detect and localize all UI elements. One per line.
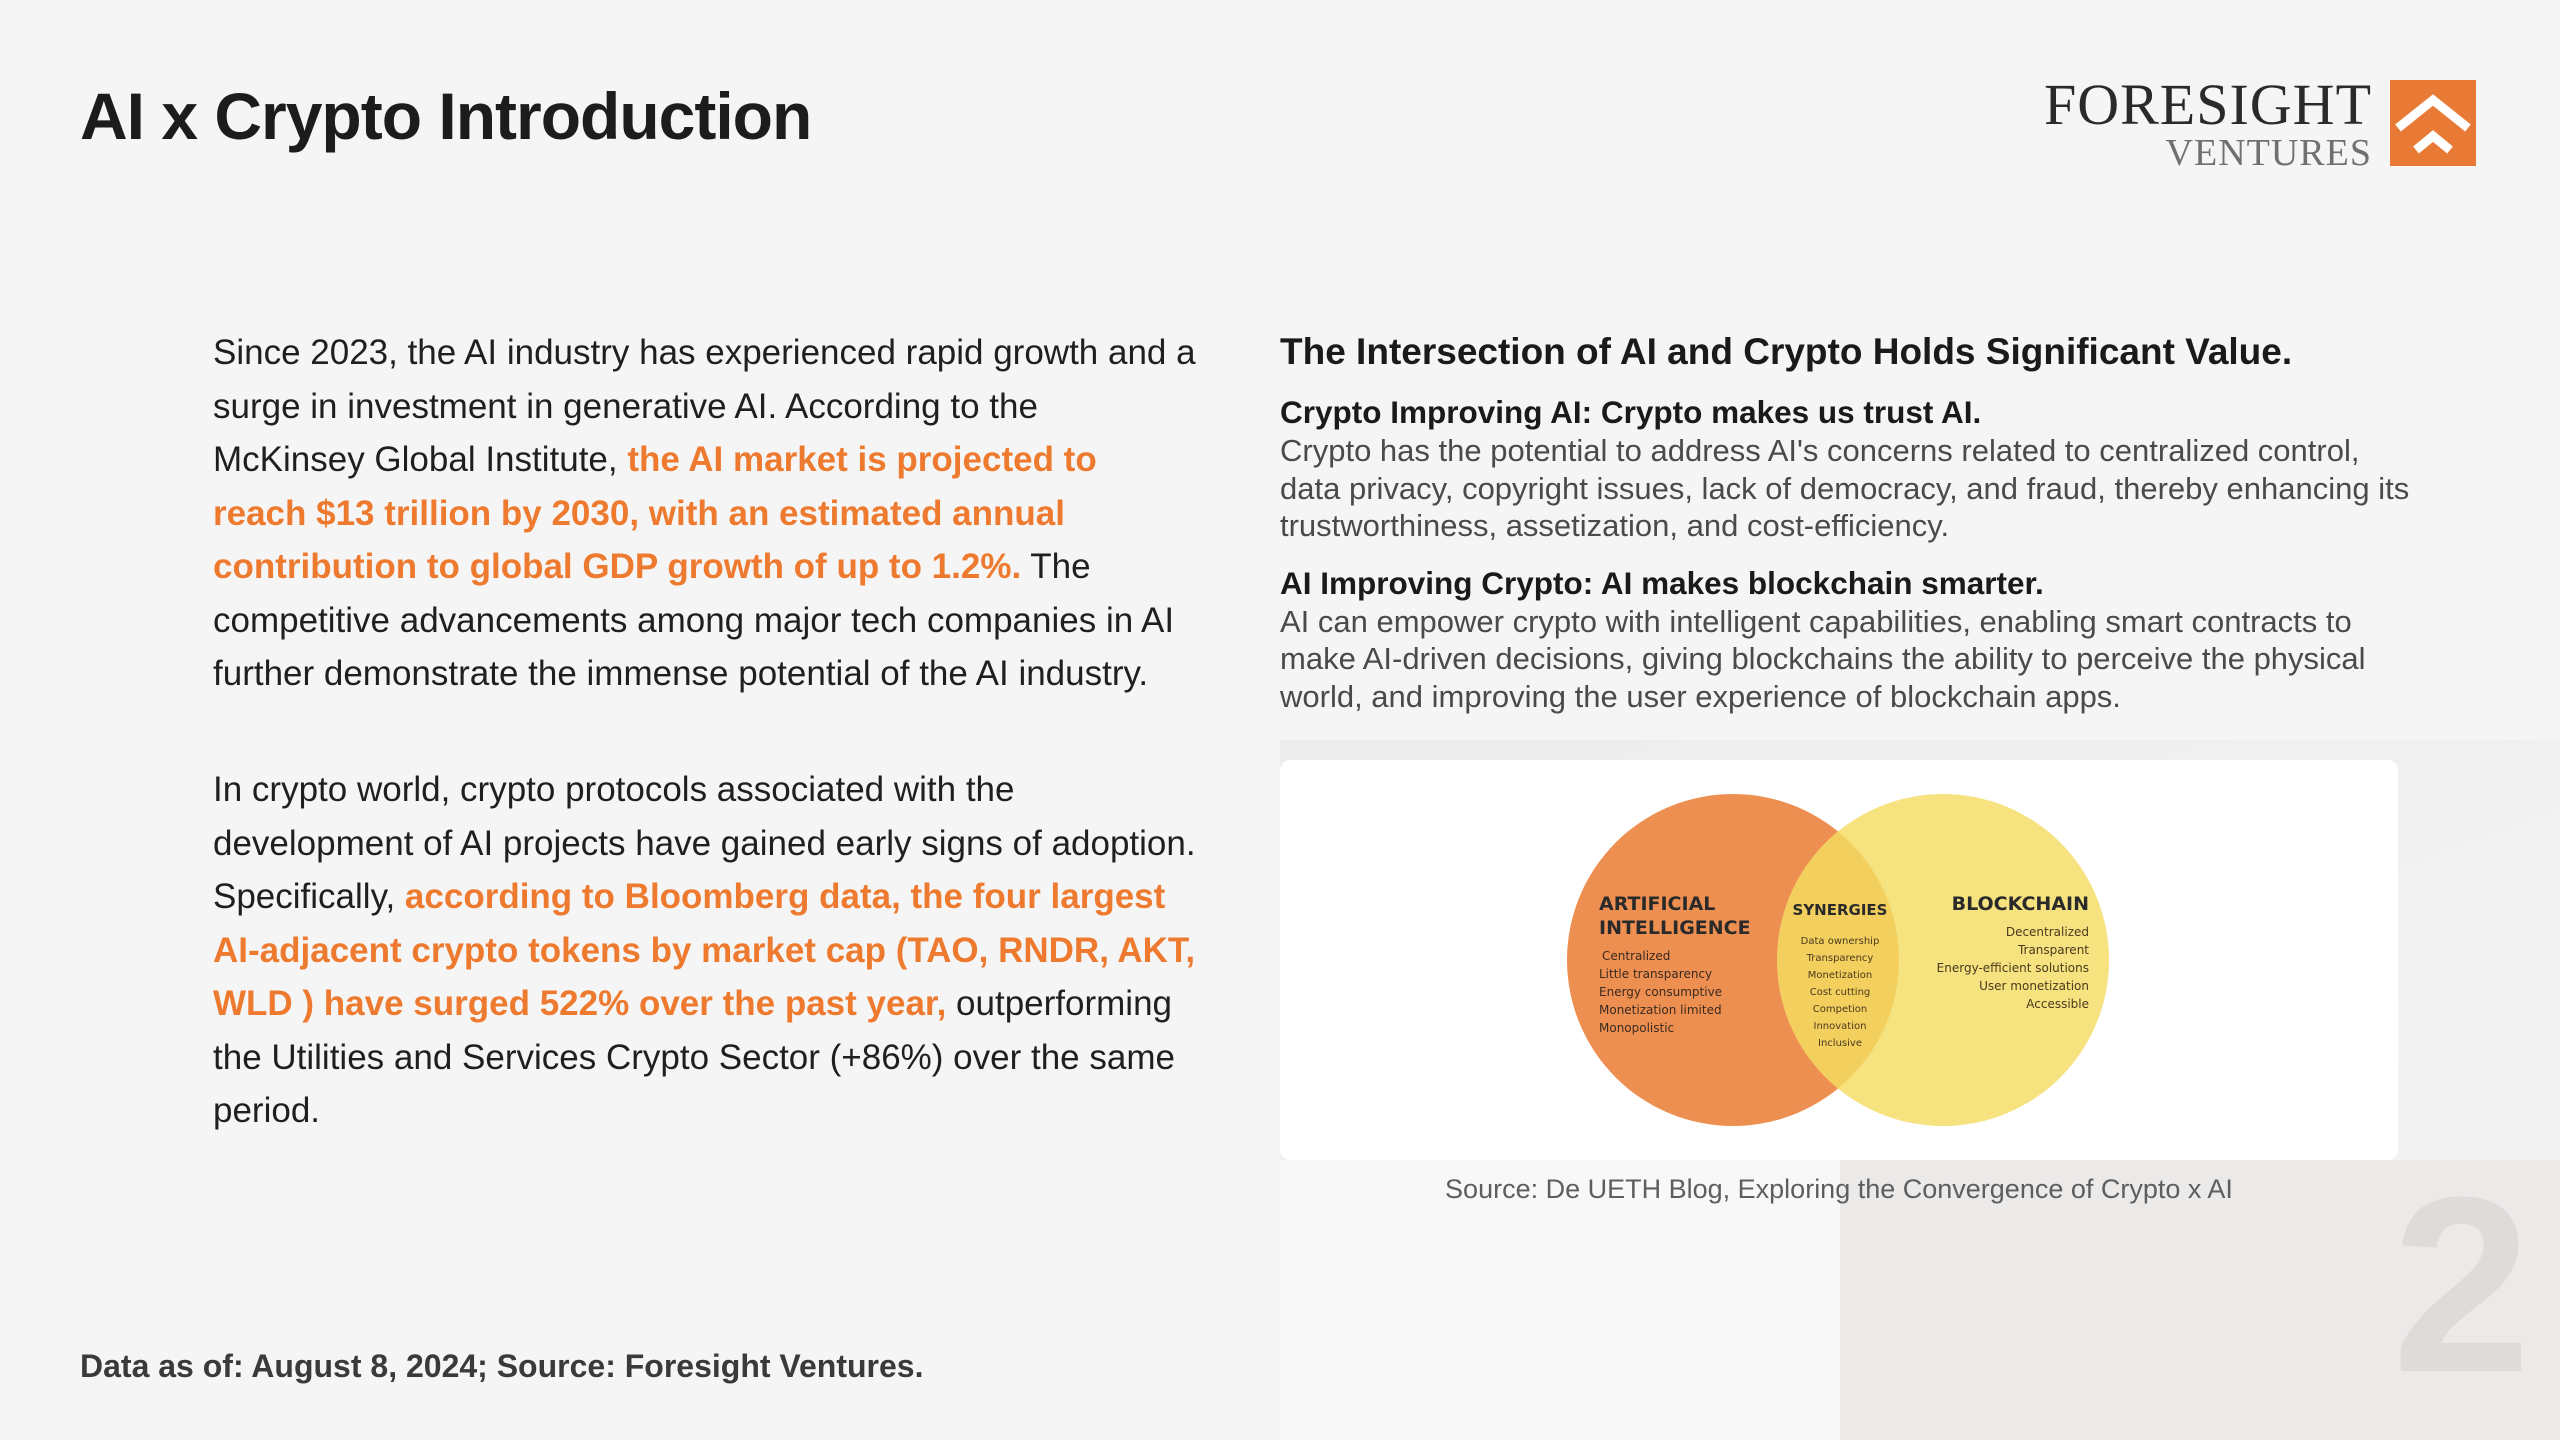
ai-item: Monetization limited bbox=[1599, 1003, 1722, 1017]
page-number: 2 bbox=[2392, 1145, 2532, 1424]
footer-data-note: Data as of: August 8, 2024; Source: Fore… bbox=[80, 1348, 924, 1384]
blockchain-item: Decentralized bbox=[2006, 925, 2089, 939]
blockchain-item: Accessible bbox=[2026, 997, 2089, 1011]
ai-title-line-1: ARTIFICIAL bbox=[1599, 893, 1715, 915]
synergies-overlap bbox=[1777, 831, 1899, 1089]
venn-source-caption: Source: De UETH Blog, Exploring the Conv… bbox=[1445, 1174, 2233, 1204]
synergies-item: Competion bbox=[1813, 1004, 1868, 1015]
logo-mark-icon bbox=[2390, 80, 2476, 166]
ai-improving-crypto-text: AI can empower crypto with intelligent c… bbox=[1280, 603, 2366, 714]
paragraph-text: In crypto world, crypto protocols associ… bbox=[213, 770, 1196, 916]
paragraph-text: Since 2023, the AI industry has experien… bbox=[213, 333, 1196, 479]
blockchain-item: Energy-efficient solutions bbox=[1937, 961, 2089, 975]
intersection-section: The Intersection of AI and Crypto Holds … bbox=[1280, 326, 2410, 715]
intersection-heading: The Intersection of AI and Crypto Holds … bbox=[1280, 331, 2293, 372]
synergies-item: Data ownership bbox=[1801, 936, 1880, 947]
synergies-item: Innovation bbox=[1814, 1021, 1867, 1032]
venn-diagram: ARTIFICIAL INTELLIGENCE Centralized Litt… bbox=[1567, 794, 2109, 1126]
ai-title-line-2: INTELLIGENCE bbox=[1599, 917, 1751, 939]
synergies-item: Inclusive bbox=[1818, 1038, 1862, 1049]
paragraph-text: The competitive advancements among major… bbox=[213, 547, 1175, 693]
logo-subname: VENTURES bbox=[2165, 132, 2372, 174]
intro-paragraph-ai-growth: Since 2023, the AI industry has experien… bbox=[213, 326, 1198, 701]
highlighted-statistic: the AI market is projected to reach $13 … bbox=[213, 440, 1097, 586]
background-panel-corner bbox=[1840, 1160, 2560, 1440]
crypto-improving-ai-text: Crypto has the potential to address AI's… bbox=[1280, 433, 2410, 543]
crypto-improving-ai-title: Crypto Improving AI: Crypto makes us tru… bbox=[1280, 394, 1982, 430]
ai-item: Centralized bbox=[1602, 949, 1670, 963]
highlighted-statistic: according to Bloomberg data, the four la… bbox=[213, 877, 1196, 1023]
synergies-item: Transparency bbox=[1806, 953, 1874, 964]
slide-title: AI x Crypto Introduction bbox=[80, 79, 812, 153]
logo-name: FORESIGHT bbox=[2043, 72, 2372, 137]
intro-paragraph-crypto-adoption: In crypto world, crypto protocols associ… bbox=[213, 763, 1198, 1138]
ai-improving-crypto-title: AI Improving Crypto: AI makes blockchain… bbox=[1280, 564, 2044, 601]
blockchain-item: Transparent bbox=[2017, 943, 2089, 957]
ai-item: Monopolistic bbox=[1599, 1021, 1674, 1035]
venn-diagram-card: ARTIFICIAL INTELLIGENCE Centralized Litt… bbox=[1280, 760, 2398, 1160]
synergies-title: SYNERGIES bbox=[1793, 901, 1888, 919]
blockchain-title: BLOCKCHAIN bbox=[1952, 893, 2089, 915]
blockchain-item: User monetization bbox=[1979, 979, 2089, 993]
synergies-item: Monetization bbox=[1808, 970, 1872, 981]
ai-item: Energy consumptive bbox=[1599, 985, 1722, 999]
synergies-item: Cost cutting bbox=[1810, 987, 1871, 998]
paragraph-text: outperforming the Utilities and Services… bbox=[213, 984, 1175, 1130]
foresight-logo: FORESIGHT VENTURES bbox=[2044, 76, 2476, 172]
ai-item: Little transparency bbox=[1599, 967, 1712, 981]
background-panel-light bbox=[1280, 1160, 1840, 1440]
